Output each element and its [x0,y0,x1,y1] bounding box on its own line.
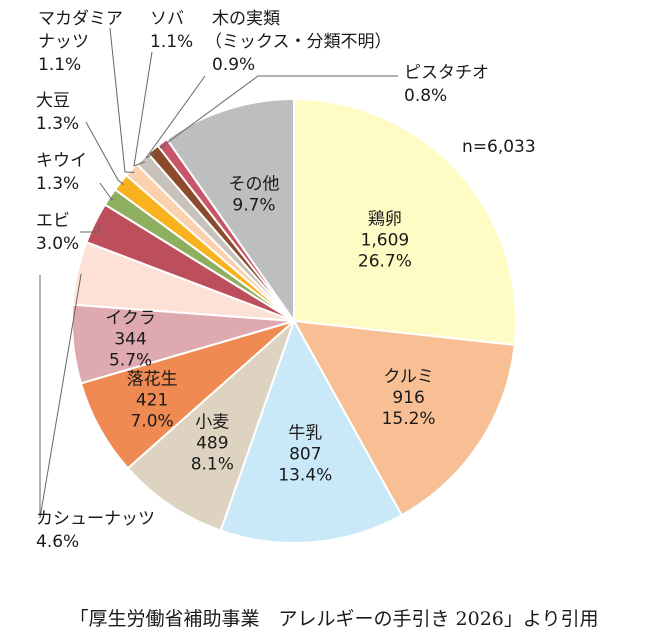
slice-label-2-line3: 15.2% [382,409,436,429]
slice-label-1-line2: 1,609 [361,231,410,251]
slice-label-4-line1: 小麦 [195,413,229,433]
label-kiwi: キウイ [36,151,87,171]
label-macadamia-line2: ナッツ [38,32,89,52]
pie-slice-1 [293,97,517,347]
slice-label-6-line1: イクラ [105,308,156,328]
sample-size-label: n=6,033 [462,137,536,157]
label-shrimp: エビ [36,211,70,231]
slice-label-4-line3: 8.1% [191,455,234,475]
label-shrimp-pct: 3.0% [36,234,79,254]
label-soba: ソバ [150,9,184,29]
leader-line-8 [80,224,101,233]
label-cashew-pct: 4.6% [36,532,79,552]
pie-slice-3 [219,318,404,544]
leader-line-10 [85,121,125,186]
pie-slice-15 [165,97,295,325]
label-nuts-line1: 木の実類 [212,9,280,29]
slice-label-2-line1: クルミ [383,367,434,387]
label-macadamia-line1: マカダミア [38,9,123,29]
label-soy: 大豆 [36,91,70,111]
label-macadamia-pct: 1.1% [38,55,81,75]
slice-label-5-line1: 落花生 [127,369,178,389]
label-soba-pct: 1.1% [150,32,193,52]
slice-label-5-line2: 421 [136,390,168,410]
leader-line-12 [133,51,153,167]
label-pistachio: ピスタチオ [404,63,489,83]
slice-label-1-line3: 26.7% [358,252,412,272]
slice-label-3-line2: 807 [289,445,321,465]
label-nuts-pct: 0.9% [212,55,255,75]
slice-label-15-line2: 9.7% [232,195,275,215]
pie-slice-2 [292,319,516,517]
pie-slices [71,97,517,544]
slice-label-5-line3: 7.0% [130,411,173,431]
leader-line-13 [145,75,206,159]
leader-line-14 [159,75,398,149]
leader-lines [39,27,398,519]
slice-label-3-line3: 13.4% [278,466,332,486]
pie-slice-4 [126,317,297,532]
label-pistachio-pct: 0.8% [404,86,447,106]
slice-label-3-line1: 牛乳 [288,424,322,444]
label-soy-pct: 1.3% [36,114,79,134]
slice-label-2-line2: 916 [392,388,424,408]
slice-label-6-line2: 344 [114,329,146,349]
slice-label-1-line1: 鶏卵 [368,210,402,230]
leader-line-7 [39,273,82,519]
slice-label-6-line3: 5.7% [109,350,152,370]
label-nuts-line2: （ミックス・分類不明） [205,32,392,52]
label-kiwi-pct: 1.3% [36,174,79,194]
source-caption: 「厚生労働省補助事業 アレルギーの手引き 2026」より引用 [69,608,599,630]
leader-line-9 [99,182,114,201]
slice-label-15-line1: その他 [229,174,280,194]
label-cashew: カシューナッツ [36,509,155,529]
slice-label-4-line2: 489 [196,434,228,454]
leader-line-11 [109,27,135,173]
